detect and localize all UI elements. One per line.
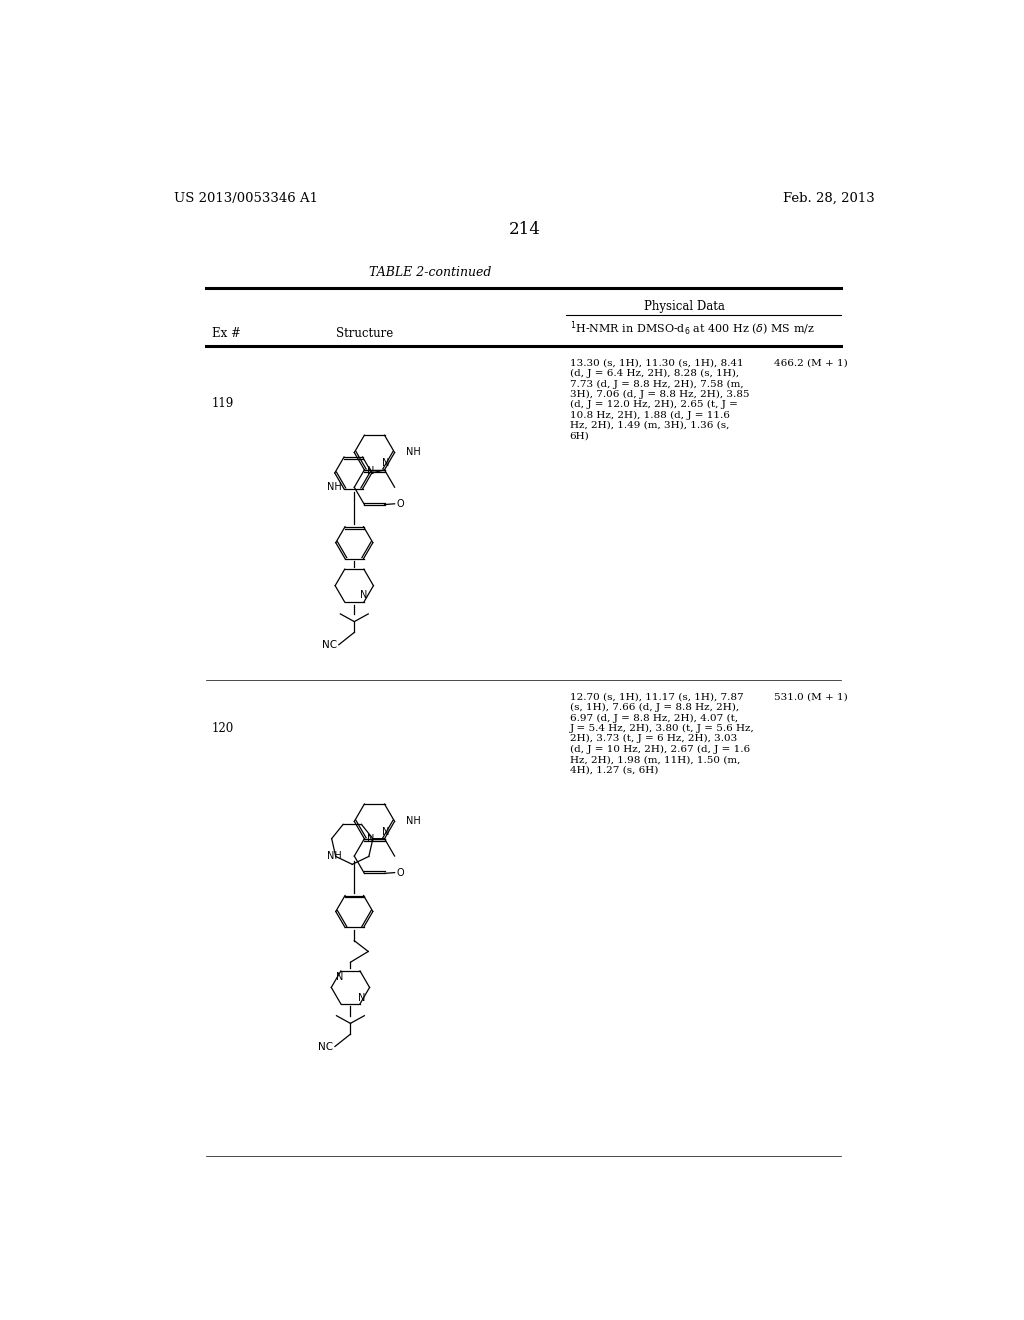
Text: Feb. 28, 2013: Feb. 28, 2013 (783, 191, 876, 205)
Text: N: N (382, 458, 389, 469)
Text: Hz, 2H), 1.98 (m, 11H), 1.50 (m,: Hz, 2H), 1.98 (m, 11H), 1.50 (m, (569, 755, 740, 764)
Text: 3H), 7.06 (d, J = 8.8 Hz, 2H), 3.85: 3H), 7.06 (d, J = 8.8 Hz, 2H), 3.85 (569, 389, 750, 399)
Text: 12.70 (s, 1H), 11.17 (s, 1H), 7.87: 12.70 (s, 1H), 11.17 (s, 1H), 7.87 (569, 693, 743, 702)
Text: (d, J = 12.0 Hz, 2H), 2.65 (t, J =: (d, J = 12.0 Hz, 2H), 2.65 (t, J = (569, 400, 737, 409)
Text: 214: 214 (509, 220, 541, 238)
Text: N: N (336, 972, 343, 982)
Text: (d, J = 10 Hz, 2H), 2.67 (d, J = 1.6: (d, J = 10 Hz, 2H), 2.67 (d, J = 1.6 (569, 744, 750, 754)
Text: 2H), 3.73 (t, J = 6 Hz, 2H), 3.03: 2H), 3.73 (t, J = 6 Hz, 2H), 3.03 (569, 734, 737, 743)
Text: 466.2 (M + 1): 466.2 (M + 1) (773, 359, 847, 367)
Text: NC: NC (318, 1043, 334, 1052)
Text: NH: NH (407, 446, 421, 457)
Text: N: N (357, 993, 366, 1003)
Text: TABLE 2-continued: TABLE 2-continued (369, 265, 492, 279)
Text: Hz, 2H), 1.49 (m, 3H), 1.36 (s,: Hz, 2H), 1.49 (m, 3H), 1.36 (s, (569, 421, 729, 430)
Text: 6.97 (d, J = 8.8 Hz, 2H), 4.07 (t,: 6.97 (d, J = 8.8 Hz, 2H), 4.07 (t, (569, 714, 738, 722)
Text: NC: NC (323, 640, 337, 651)
Text: 120: 120 (212, 722, 233, 735)
Text: NH: NH (327, 851, 342, 861)
Text: 4H), 1.27 (s, 6H): 4H), 1.27 (s, 6H) (569, 766, 658, 775)
Text: O: O (396, 867, 403, 878)
Text: 6H): 6H) (569, 432, 590, 441)
Text: NH: NH (327, 482, 342, 492)
Text: O: O (396, 499, 403, 508)
Text: Physical Data: Physical Data (644, 300, 725, 313)
Text: N: N (367, 466, 375, 475)
Text: (d, J = 6.4 Hz, 2H), 8.28 (s, 1H),: (d, J = 6.4 Hz, 2H), 8.28 (s, 1H), (569, 370, 739, 378)
Text: 119: 119 (212, 397, 233, 409)
Text: N: N (382, 826, 389, 837)
Text: 7.73 (d, J = 8.8 Hz, 2H), 7.58 (m,: 7.73 (d, J = 8.8 Hz, 2H), 7.58 (m, (569, 379, 743, 388)
Text: (s, 1H), 7.66 (d, J = 8.8 Hz, 2H),: (s, 1H), 7.66 (d, J = 8.8 Hz, 2H), (569, 704, 739, 713)
Text: $^1$H-NMR in DMSO-d$_6$ at 400 Hz ($\delta$) MS m/z: $^1$H-NMR in DMSO-d$_6$ at 400 Hz ($\del… (569, 321, 814, 338)
Text: 13.30 (s, 1H), 11.30 (s, 1H), 8.41: 13.30 (s, 1H), 11.30 (s, 1H), 8.41 (569, 359, 743, 367)
Text: Structure: Structure (336, 327, 393, 341)
Text: 10.8 Hz, 2H), 1.88 (d, J = 11.6: 10.8 Hz, 2H), 1.88 (d, J = 11.6 (569, 411, 730, 420)
Text: J = 5.4 Hz, 2H), 3.80 (t, J = 5.6 Hz,: J = 5.4 Hz, 2H), 3.80 (t, J = 5.6 Hz, (569, 723, 755, 733)
Text: N: N (360, 590, 368, 601)
Text: N: N (367, 834, 375, 845)
Text: 531.0 (M + 1): 531.0 (M + 1) (773, 693, 847, 702)
Text: Ex #: Ex # (212, 327, 241, 341)
Text: NH: NH (407, 816, 421, 825)
Text: US 2013/0053346 A1: US 2013/0053346 A1 (174, 191, 318, 205)
